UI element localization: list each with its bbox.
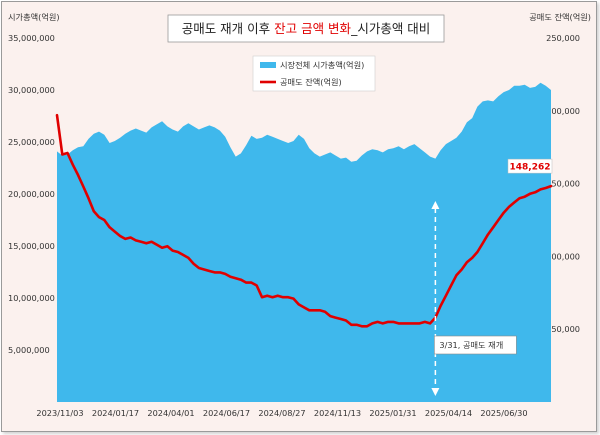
resumption-annotation-box xyxy=(434,335,517,355)
x-tick-label: 2024/08/27 xyxy=(258,408,305,418)
left-tick-label: 25,000,000 xyxy=(8,137,55,147)
left-axis-title: 시가총액(억원) xyxy=(8,12,60,22)
legend-box xyxy=(252,55,376,92)
chart-title: 공매도 재개 이후 잔고 금액 변화_시가총액 대비 xyxy=(182,21,431,36)
x-tick-label: 2025/04/14 xyxy=(425,408,472,418)
x-tick-label: 2024/04/01 xyxy=(147,408,194,418)
right-tick-label: 200,000 xyxy=(546,106,580,116)
left-tick-label: 15,000,000 xyxy=(8,241,55,251)
short-balance-line xyxy=(55,113,553,328)
legend-market-cap-label: 시장전체 시가총액(억원) xyxy=(280,60,364,70)
x-axis-ticks: 2023/11/03 2024/01/17 2024/04/01 2024/06/17… xyxy=(36,408,527,418)
right-tick-label: 50,000 xyxy=(551,324,580,334)
title-prefix: 공매도 재개 이후 xyxy=(182,21,274,36)
resumption-marker-arrow-down xyxy=(431,388,440,396)
legend-market-cap-swatch xyxy=(260,62,276,68)
left-tick-label: 5,000,000 xyxy=(8,345,50,355)
left-tick-label: 10,000,000 xyxy=(8,293,55,303)
right-tick-label: 150,000 xyxy=(546,179,580,189)
x-tick-label: 2023/11/03 xyxy=(36,408,83,418)
end-value-box xyxy=(507,158,553,174)
title-box xyxy=(167,14,445,43)
right-tick-label: 250,000 xyxy=(546,33,580,43)
right-tick-label: 100,000 xyxy=(546,251,580,261)
end-value-label: 148,262 xyxy=(510,163,551,173)
x-tick-label: 2024/11/13 xyxy=(314,408,361,418)
left-tick-label: 35,000,000 xyxy=(8,33,55,43)
resumption-annotation-label: 3/31, 공매도 재개 xyxy=(439,340,503,350)
x-tick-label: 2024/06/17 xyxy=(203,408,250,418)
left-tick-label: 20,000,000 xyxy=(8,189,55,199)
right-axis-title: 공매도 잔액(억원) xyxy=(529,12,591,22)
title-suffix: _시가총액 대비 xyxy=(350,21,430,36)
right-axis-ticks: 50,000 100,000 150,000 200,000 250,000 xyxy=(546,33,580,334)
left-axis-ticks: 5,000,000 10,000,000 15,000,000 20,000,000 2… xyxy=(8,33,55,355)
title-highlight: 잔고 금액 변화 xyxy=(274,21,351,36)
x-tick-label: 2025/06/30 xyxy=(480,408,527,418)
x-tick-label: 2025/01/31 xyxy=(369,408,416,418)
left-tick-label: 30,000,000 xyxy=(8,85,55,95)
x-tick-label: 2024/01/17 xyxy=(92,408,139,418)
legend-short-balance-label: 공매도 잔액(억원) xyxy=(280,77,342,87)
resumption-marker-arrow-up xyxy=(431,201,440,209)
